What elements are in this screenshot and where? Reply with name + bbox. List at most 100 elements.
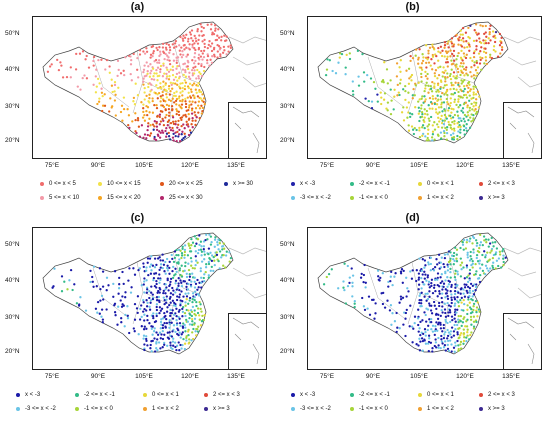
station-dot	[457, 95, 460, 98]
station-dot	[181, 37, 184, 40]
legend-dot	[418, 393, 422, 397]
station-dot	[436, 99, 439, 103]
station-dot	[427, 128, 430, 131]
lat-tick: 20°N	[5, 348, 20, 355]
station-dot	[471, 298, 474, 302]
station-dot	[191, 100, 194, 103]
station-dot	[436, 83, 440, 87]
station-dot	[440, 103, 443, 106]
station-dot	[382, 98, 386, 101]
station-dot	[457, 43, 460, 46]
station-dot	[449, 263, 452, 266]
station-dot	[153, 350, 157, 353]
panel-title: (b)	[405, 1, 420, 13]
station-dot	[178, 288, 181, 292]
station-dot	[132, 100, 135, 103]
station-dot	[165, 48, 168, 51]
station-dot	[178, 99, 182, 103]
station-dot	[453, 276, 457, 279]
lat-tick: 20°N	[280, 348, 295, 355]
station-dot	[465, 325, 469, 328]
station-dot	[164, 46, 168, 49]
station-dot	[174, 131, 177, 134]
station-dot	[198, 116, 201, 120]
station-dot	[484, 254, 487, 257]
station-dot	[452, 334, 456, 337]
station-dot	[444, 318, 447, 322]
station-dot	[162, 263, 166, 266]
station-dot	[502, 263, 505, 267]
station-dot	[176, 126, 179, 129]
legend-dot	[75, 407, 79, 411]
station-dot	[187, 342, 190, 345]
station-dot	[444, 126, 447, 130]
station-dot	[196, 278, 199, 282]
legend-item: x < -3	[291, 181, 315, 187]
station-dot	[420, 276, 423, 280]
station-dot	[415, 279, 418, 283]
station-dot	[167, 107, 171, 111]
station-dot	[396, 94, 399, 97]
station-dot	[423, 126, 426, 130]
station-dot	[452, 71, 456, 74]
station-dot	[440, 126, 444, 129]
station-dot	[156, 97, 159, 100]
station-dot	[146, 106, 150, 109]
station-dot	[446, 269, 450, 272]
station-dot	[351, 274, 355, 277]
station-dot	[151, 111, 155, 114]
station-dot	[443, 41, 447, 44]
station-dot	[164, 283, 167, 286]
station-dot	[441, 119, 444, 122]
station-dot	[97, 100, 101, 103]
station-dot	[84, 309, 88, 312]
station-dot	[129, 291, 133, 294]
station-dot	[210, 61, 214, 64]
station-dot	[200, 276, 203, 279]
station-dot	[165, 132, 169, 135]
station-dot	[474, 288, 477, 292]
station-dot	[161, 42, 165, 46]
station-dot	[149, 272, 153, 275]
station-dot	[213, 245, 216, 248]
station-dot	[175, 139, 178, 143]
station-dot	[418, 119, 421, 123]
station-dot	[195, 116, 198, 119]
station-dot	[389, 88, 392, 91]
station-dot	[194, 114, 197, 117]
station-dot	[446, 343, 449, 347]
station-dot	[393, 88, 396, 91]
station-dot	[170, 105, 174, 108]
station-dot	[444, 296, 447, 299]
station-dot	[450, 254, 454, 257]
station-dot	[184, 304, 187, 307]
station-dot	[157, 341, 161, 344]
station-dot	[427, 104, 430, 107]
station-dot	[462, 328, 465, 331]
station-dot	[431, 133, 435, 136]
station-dot	[472, 91, 475, 94]
station-dot	[190, 29, 194, 32]
station-dot	[457, 314, 460, 318]
station-dot	[191, 43, 194, 46]
station-dot	[202, 100, 205, 104]
station-dot	[175, 288, 178, 291]
station-dot	[126, 317, 130, 320]
station-dot	[421, 319, 424, 322]
station-dot	[436, 112, 439, 116]
station-dot	[169, 277, 173, 281]
lat-tick: 30°N	[5, 103, 20, 110]
station-dot	[162, 289, 165, 293]
station-dot	[155, 312, 158, 315]
station-dot	[473, 61, 476, 64]
station-dot	[79, 296, 82, 299]
station-dot	[101, 104, 105, 107]
station-dot	[143, 98, 146, 101]
legend-item: 20 <= x < 25	[160, 181, 203, 187]
station-dot	[433, 72, 436, 75]
station-dot	[143, 348, 146, 352]
station-map	[42, 232, 266, 355]
legend-dot	[75, 393, 79, 397]
station-dot	[463, 286, 467, 289]
station-dot	[188, 275, 192, 278]
